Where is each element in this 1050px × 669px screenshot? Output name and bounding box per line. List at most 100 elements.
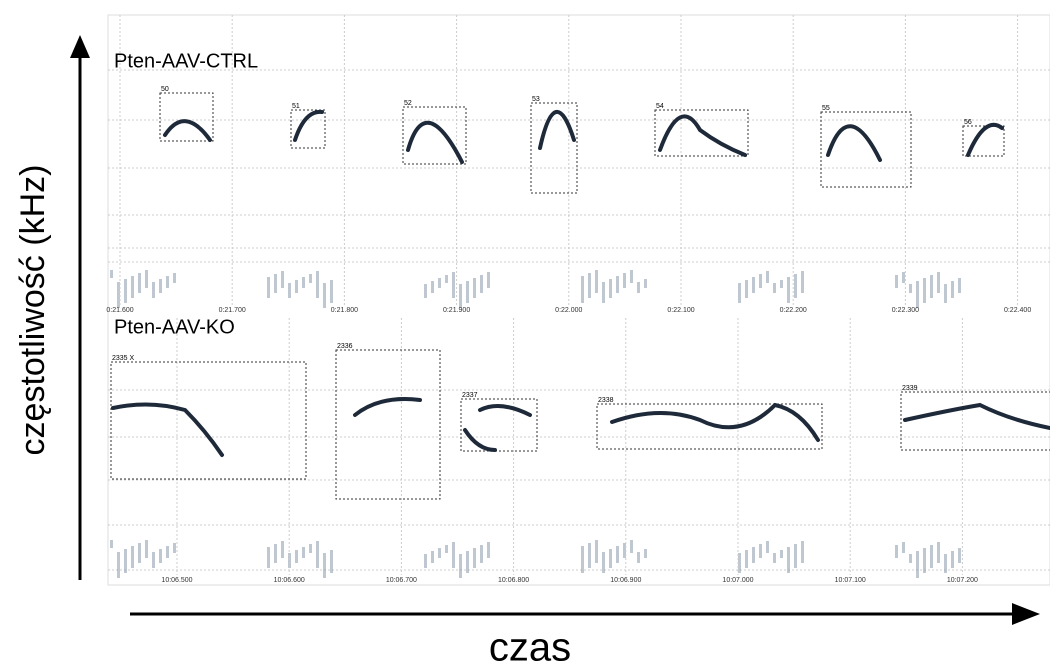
time-label: 10:07.000 [722, 577, 753, 584]
noise [473, 548, 476, 568]
noise [602, 552, 605, 573]
noise [787, 547, 790, 573]
noise [487, 272, 490, 288]
time-label: 0:21.800 [331, 307, 358, 314]
noise [944, 284, 947, 303]
noise [424, 284, 427, 298]
noise [281, 541, 284, 558]
call-label: 2335 X [112, 355, 135, 362]
call-trace [163, 119, 212, 142]
noise [923, 548, 926, 573]
noise [773, 553, 776, 563]
call-trace [463, 404, 532, 452]
call-box [290, 109, 326, 149]
noise [902, 272, 905, 283]
noise [110, 270, 113, 278]
noise [138, 543, 141, 563]
noise [630, 540, 633, 553]
y-arrow-head [70, 35, 90, 58]
time-label: 0:21.900 [443, 307, 470, 314]
noise [745, 550, 748, 568]
noise [623, 273, 626, 288]
noise [431, 281, 434, 293]
noise [801, 541, 804, 563]
noise [937, 272, 940, 293]
call-trace [826, 124, 882, 162]
noise [588, 273, 591, 298]
noise [895, 545, 898, 558]
call-box [460, 398, 538, 452]
noise [930, 545, 933, 568]
noise [438, 548, 441, 558]
call-label: 54 [656, 103, 664, 110]
noise [752, 547, 755, 563]
noise [581, 276, 584, 303]
noise [173, 273, 176, 283]
noise [288, 553, 291, 568]
noise [309, 274, 312, 283]
noise [951, 551, 954, 568]
call-label: 2338 [598, 397, 614, 404]
call-box [654, 109, 749, 157]
call-trace [903, 402, 1050, 430]
noise [267, 277, 270, 298]
noise [595, 270, 598, 293]
noise [958, 278, 961, 293]
noise [159, 279, 162, 293]
panel-label: Pten-AAV-CTRL [114, 50, 258, 72]
noise [738, 553, 741, 573]
time-label: 10:06.700 [386, 577, 417, 584]
noise [445, 275, 448, 283]
time-label: 0:22.300 [892, 307, 919, 314]
call-label: 2336 [337, 343, 353, 350]
call-trace [610, 402, 820, 442]
spectrogram-area [107, 14, 1050, 586]
time-label: 0:21.600 [106, 307, 133, 314]
time-label: 10:06.500 [161, 577, 192, 584]
noise [644, 279, 647, 288]
noise [745, 280, 748, 298]
noise [609, 279, 612, 298]
noise [916, 281, 919, 308]
noise [131, 546, 134, 568]
noise [316, 271, 319, 298]
noise [466, 551, 469, 573]
call-label: 53 [532, 96, 540, 103]
noise [152, 552, 155, 568]
noise [173, 543, 176, 553]
time-label: 0:22.000 [555, 307, 582, 314]
noise [323, 553, 326, 578]
noise [323, 283, 326, 308]
noise [452, 272, 455, 298]
noise [944, 554, 947, 573]
call-trace [293, 109, 324, 142]
time-label: 10:07.200 [947, 577, 978, 584]
noise [267, 547, 270, 568]
call-box [962, 125, 1005, 157]
noise [138, 273, 141, 293]
noise [581, 546, 584, 573]
noise [958, 548, 961, 563]
noise [459, 554, 462, 578]
noise [330, 550, 333, 573]
noise [424, 554, 427, 568]
call-label: 52 [404, 100, 412, 107]
noise [923, 278, 926, 303]
noise [623, 543, 626, 558]
noise [773, 283, 776, 293]
noise [110, 540, 113, 548]
call-box [110, 361, 307, 480]
noise [616, 276, 619, 293]
noise [295, 280, 298, 293]
noise [288, 283, 291, 298]
noise [438, 278, 441, 288]
noise [794, 544, 797, 568]
call-box [596, 403, 823, 450]
noise [616, 546, 619, 563]
call-box [820, 111, 912, 188]
noise [630, 270, 633, 283]
call-trace [353, 397, 422, 417]
noise [309, 544, 312, 553]
call-label: 51 [292, 103, 300, 110]
